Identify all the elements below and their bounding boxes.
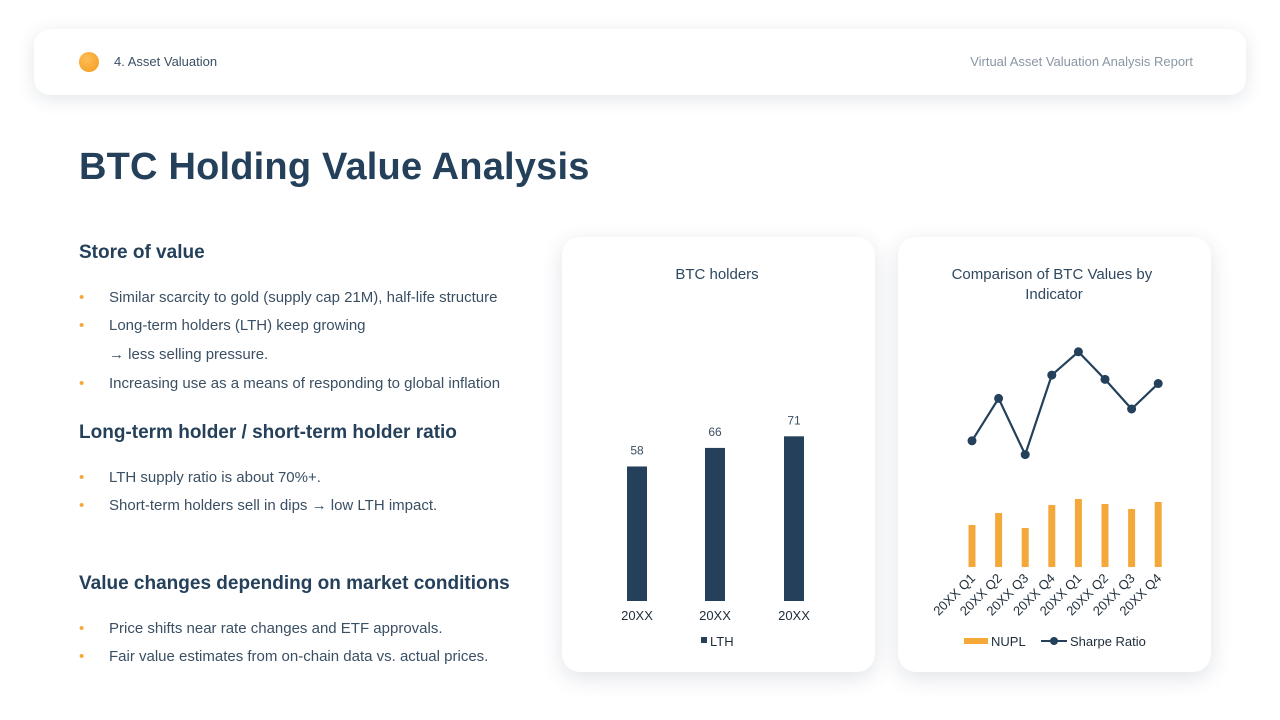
bullet-mark: • [79, 375, 85, 392]
bullet-text: Long-term holders (LTH) keep growing [109, 317, 366, 334]
bar [627, 466, 647, 601]
bullet-text: Price shifts near rate changes and ETF a… [109, 620, 443, 637]
btc-holders-chart: BTC holders 58 20XX 66 20XX 71 20XX LTH [621, 266, 810, 649]
line-point [1153, 379, 1163, 389]
bar [1128, 509, 1136, 567]
line-point [994, 393, 1004, 403]
bar [1154, 502, 1162, 567]
bar [995, 513, 1003, 567]
heading-store-of-value: Store of value [79, 242, 205, 263]
x-tick-label: 20XX [778, 608, 810, 623]
series-line [971, 350, 1159, 458]
report-title: Virtual Asset Valuation Analysis Report [970, 54, 1193, 69]
header-bar: 4. Asset Valuation Virtual Asset Valuati… [34, 29, 1246, 95]
legend-label: NUPL [991, 634, 1026, 649]
bullet-text: Fair value estimates from on-chain data … [109, 648, 489, 665]
bar [1021, 528, 1029, 567]
bar [784, 436, 804, 601]
page-title: BTC Holding Value Analysis [79, 146, 590, 188]
line-point [1127, 404, 1137, 414]
bullet-mark: • [79, 317, 85, 334]
chart-title: BTC holders [675, 266, 758, 283]
x-tick-label: 20XX [699, 608, 731, 623]
legend-label: LTH [710, 634, 734, 649]
bullet-mark: • [79, 620, 85, 637]
bullet-text: → less selling pressure. [109, 346, 269, 363]
bar [705, 447, 725, 601]
bullet-text: Similar scarcity to gold (supply cap 21M… [109, 289, 498, 306]
section-label: 4. Asset Valuation [114, 54, 218, 69]
heading-holder-ratio: Long-term holder / short-term holder rat… [79, 422, 457, 443]
indicator-chart-card: Comparison of BTC Values by Indicator 20… [898, 237, 1211, 672]
chart-title-line-2: Indicator [1025, 286, 1083, 303]
indicator-comparison-chart: Comparison of BTC Values by Indicator 20… [930, 266, 1164, 649]
line-point [967, 436, 977, 446]
data-label: 58 [630, 443, 644, 457]
data-label: 71 [787, 413, 801, 427]
bar [968, 525, 976, 567]
line-point [1020, 450, 1030, 460]
bullet-text: Increasing use as a means of responding … [109, 375, 501, 392]
bullet-text: Short-term holders sell in dips → low LT… [109, 497, 438, 514]
bullet-mark: • [79, 289, 85, 306]
line-point [1047, 370, 1057, 380]
legend-label: Sharpe Ratio [1070, 634, 1146, 649]
section-dot-icon [79, 52, 99, 72]
bar [1074, 499, 1082, 567]
legend-swatch [701, 637, 707, 643]
data-label: 66 [708, 425, 722, 439]
legend-swatch [964, 638, 988, 644]
bar [1101, 504, 1109, 567]
bullet-mark: • [79, 648, 85, 665]
bullet-text: LTH supply ratio is about 70%+. [109, 469, 321, 486]
legend-marker [1050, 637, 1058, 645]
chart-title: Comparison of BTC Values by Indicator [952, 266, 1157, 303]
line-point [1073, 347, 1083, 357]
x-tick-label: 20XX [621, 608, 653, 623]
chart-title-line-1: Comparison of BTC Values by [952, 266, 1153, 283]
line-point [1100, 374, 1110, 384]
heading-market-conditions: Value changes depending on market condit… [79, 573, 510, 594]
btc-holders-chart-card: BTC holders 58 20XX 66 20XX 71 20XX LTH [562, 237, 875, 672]
bar [1048, 505, 1056, 567]
bullet-mark: • [79, 497, 85, 514]
bullet-mark: • [79, 469, 85, 486]
